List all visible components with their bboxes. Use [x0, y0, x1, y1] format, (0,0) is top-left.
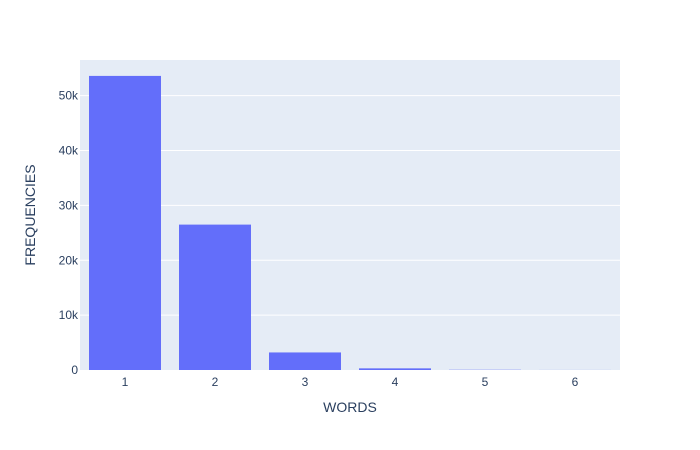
- y-tick-label: 50k: [59, 89, 79, 103]
- plot-background: [80, 60, 620, 370]
- x-tick-label: 5: [482, 375, 489, 389]
- y-tick-label: 20k: [59, 253, 79, 267]
- gridlines: [80, 95, 620, 316]
- y-axis-ticks: 0 10k 20k 30k 40k 50k: [59, 89, 79, 377]
- y-tick-label: 30k: [59, 198, 79, 212]
- y-tick-label: 40k: [59, 144, 79, 158]
- x-tick-label: 3: [302, 375, 309, 389]
- bar-2: [179, 224, 251, 370]
- x-tick-label: 1: [122, 375, 129, 389]
- x-axis-ticks: 1 2 3 4 5 6: [122, 375, 579, 389]
- y-tick-label: 0: [71, 363, 78, 377]
- y-axis-title: FREQUENCIES: [22, 164, 38, 265]
- bar-3: [269, 352, 341, 370]
- x-tick-label: 4: [392, 375, 399, 389]
- x-tick-label: 6: [572, 375, 579, 389]
- y-tick-label: 10k: [59, 308, 79, 322]
- bar-1: [89, 75, 161, 371]
- x-tick-label: 2: [212, 375, 219, 389]
- bar-4: [359, 368, 431, 370]
- x-axis-title: WORDS: [323, 399, 377, 415]
- bars: [89, 75, 611, 371]
